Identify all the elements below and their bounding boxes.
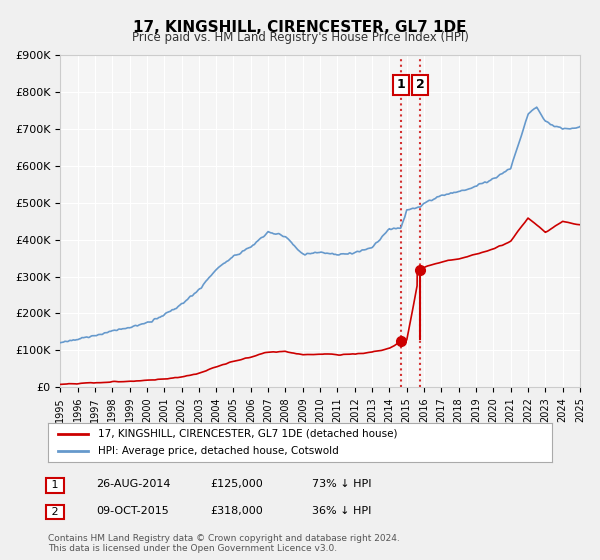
Text: 09-OCT-2015: 09-OCT-2015	[96, 506, 169, 516]
Text: 36% ↓ HPI: 36% ↓ HPI	[312, 506, 371, 516]
Text: £318,000: £318,000	[210, 506, 263, 516]
Text: £125,000: £125,000	[210, 479, 263, 489]
Text: Contains HM Land Registry data © Crown copyright and database right 2024.
This d: Contains HM Land Registry data © Crown c…	[48, 534, 400, 553]
Text: 17, KINGSHILL, CIRENCESTER, GL7 1DE (detached house): 17, KINGSHILL, CIRENCESTER, GL7 1DE (det…	[98, 429, 398, 439]
Text: HPI: Average price, detached house, Cotswold: HPI: Average price, detached house, Cots…	[98, 446, 339, 456]
Text: 1: 1	[48, 480, 62, 491]
Text: 2: 2	[48, 507, 62, 517]
Text: 1: 1	[397, 78, 405, 91]
Text: Price paid vs. HM Land Registry's House Price Index (HPI): Price paid vs. HM Land Registry's House …	[131, 31, 469, 44]
Text: 17, KINGSHILL, CIRENCESTER, GL7 1DE: 17, KINGSHILL, CIRENCESTER, GL7 1DE	[133, 20, 467, 35]
Text: 2: 2	[416, 78, 425, 91]
Text: 26-AUG-2014: 26-AUG-2014	[96, 479, 170, 489]
Text: 73% ↓ HPI: 73% ↓ HPI	[312, 479, 371, 489]
